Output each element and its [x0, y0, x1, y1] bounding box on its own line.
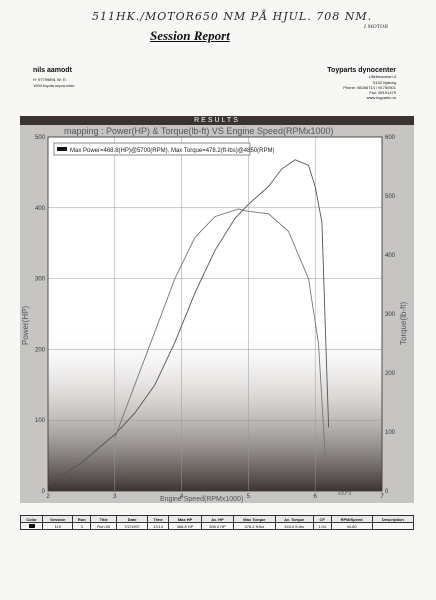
table-header-cell: Av. HP	[200, 515, 235, 523]
y-right-tick-label: 200	[385, 371, 396, 377]
table-header-cell: Description	[371, 515, 415, 523]
dyno-line: Phone: 98286714 / 91750501	[343, 84, 396, 90]
table-header-row: Color Session Run Title Date Time Max HP Av. HP…	[19, 515, 415, 523]
table-header-cell: Date	[116, 515, 148, 523]
table-cell: 7/2/1997	[116, 522, 148, 530]
y-left-tick-label: 500	[35, 135, 46, 141]
power-torque-chart: 2 3 4 5 6 70100200300400500010020030040050060…	[21, 126, 408, 503]
table-header-cell: Title	[90, 515, 118, 523]
plot-frame	[47, 136, 383, 492]
table-cell: 468.8 HP	[168, 522, 202, 530]
x-tick-label: 7	[380, 494, 384, 500]
dyno-center-block: Toyparts dynocenter Lillebicoveien 4 513…	[327, 67, 396, 101]
table-cell: 3	[72, 522, 92, 530]
table-header-cell: Av. Torque	[274, 515, 314, 523]
customer-line: 1994 toyota supra mkiv	[33, 82, 75, 88]
legend-swatch	[57, 147, 67, 151]
table-header-cell: Max Torque	[233, 515, 276, 523]
y-left-tick-label: 400	[35, 206, 46, 212]
torque-series-line	[114, 208, 326, 456]
table-cell: 115	[42, 522, 74, 530]
table-header-cell: Time	[146, 515, 170, 523]
legend-box	[53, 142, 251, 156]
results-bar: RESULTS	[20, 116, 414, 125]
x-tick-label: 5	[247, 494, 251, 500]
handwritten-sub: I MOTOR	[364, 24, 388, 30]
customer-name: nils aamodt	[33, 67, 72, 74]
y-axis-right-label: Torque(lb-ft)	[399, 302, 408, 345]
table-cell: 478.2 ft-lbs	[233, 522, 276, 530]
y-right-tick-label: 600	[385, 135, 396, 141]
table-cell	[371, 522, 415, 530]
table-cell: Run #3	[90, 522, 118, 530]
color-swatch	[28, 523, 35, 528]
dyno-line: www.toyparts.no	[366, 95, 396, 101]
y-left-tick-label: 0	[42, 489, 46, 495]
table-cell: 344.0 ft-lbs	[274, 522, 314, 530]
y-left-tick-label: 100	[35, 418, 46, 424]
table-header-cell: Color	[19, 515, 44, 523]
legend-text: Max Power=468.8(HP)@5700(RPM), Max Torqu…	[70, 148, 274, 154]
session-table: Color Session Run Title Date Time Max HP Av. HP…	[19, 515, 415, 530]
table-header-cell: RPM/Speed	[330, 515, 373, 523]
table-cell: 1.04	[312, 522, 332, 530]
x-tick-label: 2	[46, 494, 50, 500]
table-cell: 13:14	[146, 522, 170, 530]
dyno-line: Lillebicoveien 4	[368, 74, 396, 80]
table-cell: 44.60	[330, 522, 373, 530]
page-title: Session Report	[150, 28, 230, 43]
chart-title: mapping : Power(HP) & Torque(lb-ft) VS E…	[64, 126, 333, 136]
x-tick-label: 4	[180, 494, 184, 500]
table-header-cell: Run	[72, 515, 92, 523]
table-row: 115 3 Run #3 7/2/1997 13:14 468.8 HP 308.0 HP 4…	[19, 522, 415, 530]
x-tick-label: 6	[314, 494, 318, 500]
power-series-line	[47, 159, 330, 485]
plot-shading	[48, 325, 382, 491]
handwritten-note: 511HK./MOTOR650 NM PÅ HJUL. 708 NM. I MO…	[92, 6, 422, 30]
customer-block: nils aamodt H: 97799891 W: E: 1994 toyot…	[33, 67, 75, 88]
y-right-tick-label: 300	[385, 312, 396, 318]
customer-line: H: 97799891 W: E:	[33, 77, 67, 83]
chart-panel: 2 3 4 5 6 7 0 100 200 300 400 500 0 100 200 300 400 500 60…	[20, 125, 414, 503]
table-cell: 308.0 HP	[200, 522, 235, 530]
y-right-tick-label: 500	[385, 194, 396, 200]
dyno-line: Fax: 55191479	[369, 90, 396, 96]
x-axis-label: Engine Speed(RPMx1000)	[160, 496, 243, 503]
y-left-tick-label: 300	[35, 277, 46, 283]
table-header-cell: Max HP	[168, 515, 202, 523]
handwritten-main: 511HK./MOTOR650 NM PÅ HJUL. 708 NM.	[92, 10, 373, 23]
y-right-tick-label: 100	[385, 430, 396, 436]
y-axis-left-label: Power(HP)	[21, 306, 30, 345]
dyno-center-name: Toyparts dynocenter	[327, 67, 396, 74]
x-tick-label: 3	[113, 494, 117, 500]
y-left-tick-label: 200	[35, 347, 46, 353]
y-right-tick-label: 400	[385, 253, 396, 259]
table-cell	[19, 522, 44, 530]
table-header-cell: Session	[42, 515, 74, 523]
y-right-tick-label: 0	[385, 489, 389, 495]
dyno-line: 5132 Nyborg	[373, 79, 396, 85]
table-header-cell: CF	[312, 515, 332, 523]
x-multiplier: x10^3	[338, 491, 351, 497]
